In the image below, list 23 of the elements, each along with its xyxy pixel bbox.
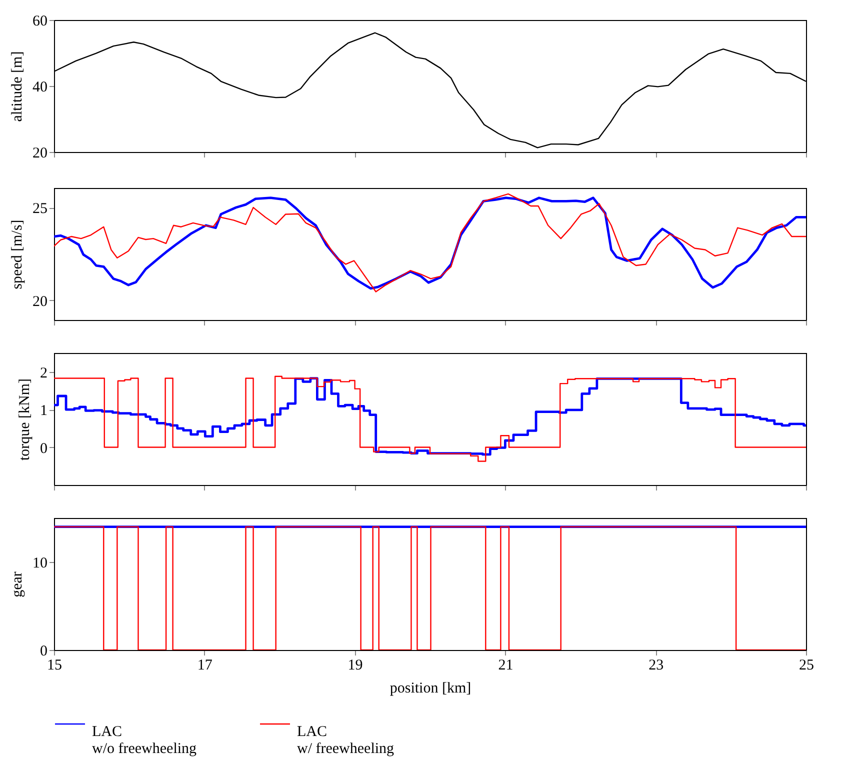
- y-tick-label: 40: [32, 80, 48, 96]
- legend-label: LAC w/ freewheeling: [297, 724, 395, 757]
- y-axis-title: altitude [m]: [10, 51, 26, 122]
- x-axis-title: position [km]: [390, 680, 472, 696]
- y-tick-label: 10: [32, 556, 48, 572]
- y-tick-label: 20: [32, 146, 48, 162]
- y-axis-title: speed [m/s]: [10, 220, 26, 290]
- y-axis-title: torque [kNm]: [17, 378, 33, 461]
- x-tick-label: 23: [648, 658, 664, 674]
- x-tick-label: 25: [799, 658, 814, 674]
- y-tick-label: 0: [40, 644, 48, 660]
- y-tick-label: 25: [32, 201, 48, 218]
- y-axis-title: gear: [10, 572, 26, 598]
- y-tick-label: 20: [32, 294, 48, 310]
- y-tick-label: 60: [32, 14, 48, 30]
- x-tick-label: 17: [197, 658, 213, 674]
- x-tick-label: 19: [348, 658, 363, 674]
- x-tick-label: 15: [47, 658, 62, 674]
- x-tick-label: 21: [498, 658, 514, 674]
- legend-label: LAC w/o freewheeling: [92, 724, 198, 757]
- y-tick-label: 2: [40, 365, 48, 382]
- y-tick-label: 1: [40, 403, 48, 420]
- y-tick-label: 0: [40, 440, 48, 457]
